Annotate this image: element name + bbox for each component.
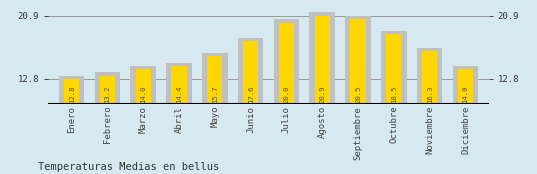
Text: 15.7: 15.7 [212, 86, 218, 103]
Bar [381, 31, 407, 104]
Bar [59, 76, 84, 104]
Bar [458, 69, 473, 104]
Text: 12.8: 12.8 [69, 86, 75, 103]
Text: 20.0: 20.0 [284, 86, 289, 103]
Bar [95, 72, 120, 104]
Text: 18.5: 18.5 [391, 86, 397, 103]
Bar [130, 66, 156, 104]
Bar [243, 41, 258, 104]
Bar [171, 66, 186, 104]
Bar [345, 15, 371, 104]
Bar [309, 12, 335, 104]
Bar [136, 69, 151, 104]
Bar [417, 48, 442, 104]
Bar [273, 19, 299, 104]
Bar [238, 38, 264, 104]
Bar [422, 51, 437, 104]
Text: 14.0: 14.0 [140, 86, 146, 103]
Text: 16.3: 16.3 [426, 86, 433, 103]
Bar [166, 63, 192, 104]
Text: 20.5: 20.5 [355, 86, 361, 103]
Text: 17.6: 17.6 [248, 86, 253, 103]
Bar [315, 15, 330, 104]
Bar [453, 66, 478, 104]
Bar [207, 56, 222, 104]
Text: Temperaturas Medias en bellus: Temperaturas Medias en bellus [38, 162, 219, 172]
Bar [386, 34, 401, 104]
Bar [100, 76, 115, 104]
Bar [202, 53, 228, 104]
Text: 13.2: 13.2 [104, 86, 111, 103]
Bar [279, 23, 294, 104]
Text: 20.9: 20.9 [319, 86, 325, 103]
Bar [64, 79, 79, 104]
Text: 14.0: 14.0 [462, 86, 468, 103]
Text: 14.4: 14.4 [176, 86, 182, 103]
Bar [351, 19, 366, 104]
